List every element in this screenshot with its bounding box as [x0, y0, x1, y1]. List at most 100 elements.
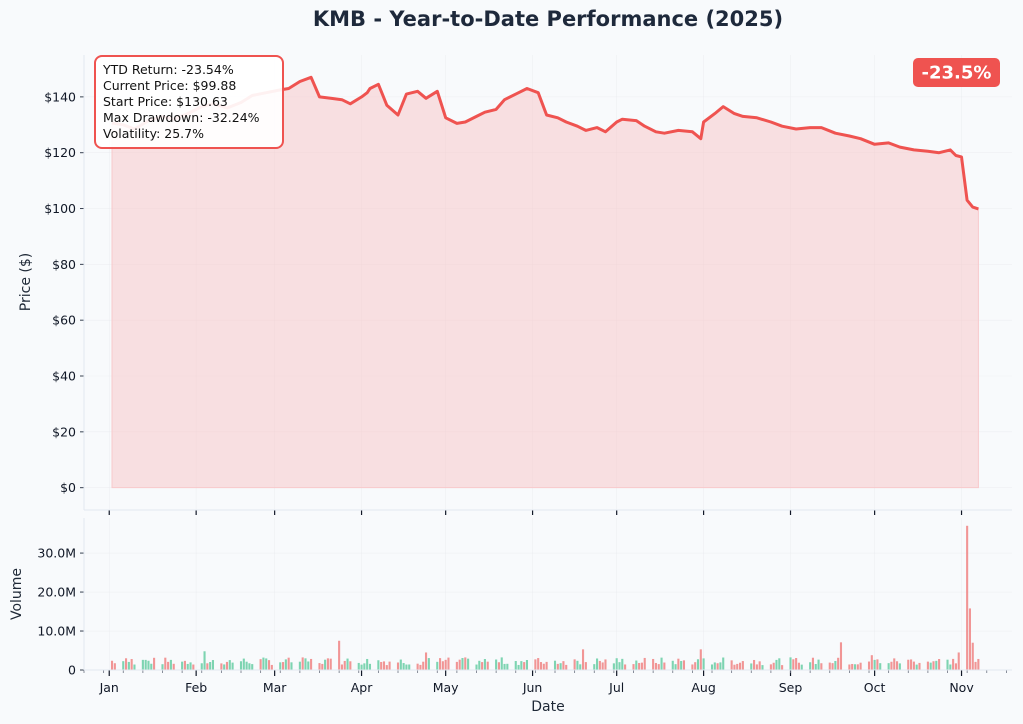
volume-y-tick-label: 10.0M — [37, 624, 76, 639]
volume-bar — [424, 652, 428, 670]
volume-bar — [422, 661, 425, 670]
volume-bar — [677, 658, 680, 670]
volume-bar — [775, 659, 778, 670]
volume-bar — [870, 655, 873, 670]
volume-bar — [338, 640, 341, 670]
volume-bar — [654, 662, 657, 670]
volume-y-tick-label: 30.0M — [37, 546, 76, 561]
volume-bar — [584, 662, 587, 670]
volume-bar — [147, 660, 150, 670]
volume-bar — [192, 664, 195, 670]
volume-bar — [893, 658, 896, 670]
volume-bar — [680, 661, 683, 670]
volume-x-tick-label: Oct — [864, 680, 886, 695]
volume-bar — [733, 664, 736, 670]
volume-bar — [310, 658, 313, 670]
volume-bar — [304, 658, 307, 670]
volume-x-axis-label: Date — [531, 699, 564, 715]
volume-bar — [640, 662, 643, 670]
volume-bar — [405, 664, 408, 670]
volume-bar — [228, 660, 231, 670]
volume-bar — [396, 662, 400, 670]
volume-bar — [559, 663, 562, 670]
volume-bar — [458, 659, 461, 670]
volume-bar — [318, 663, 321, 670]
volume-bar — [632, 664, 635, 670]
volume-bar — [436, 661, 439, 670]
volume-bar — [778, 658, 781, 670]
volume-x-tick-label: Jan — [99, 680, 119, 695]
volume-bar — [898, 663, 901, 670]
volume-bar — [483, 659, 486, 670]
volume-bar — [150, 663, 153, 670]
volume-x-tick-label: Mar — [263, 680, 287, 695]
price-y-tick-label: $120 — [44, 145, 76, 160]
volume-bar — [890, 661, 893, 670]
volume-bar — [144, 659, 147, 670]
volume-bar — [781, 665, 784, 670]
volume-bar — [851, 663, 854, 670]
volume-x-tick-label: May — [433, 680, 459, 695]
volume-bar — [517, 664, 520, 670]
stat-ytd-return: YTD Return: -23.54% — [102, 62, 234, 77]
volume-bar — [287, 657, 290, 670]
volume-bar — [203, 651, 206, 670]
volume-bar — [682, 660, 686, 670]
volume-bar — [439, 658, 442, 670]
volume-bar — [220, 663, 223, 670]
volume-bar — [593, 664, 596, 670]
volume-bar — [270, 664, 273, 670]
volume-bar — [867, 661, 871, 670]
volume-bar — [797, 662, 800, 670]
volume-bar — [556, 663, 559, 670]
volume-bar — [601, 662, 604, 670]
stat-volatility: Volatility: 25.7% — [103, 126, 204, 141]
volume-bar — [343, 660, 346, 670]
volume-bar — [789, 657, 792, 670]
volume-x-ticks: Jan Feb Mar Apr May Jun Jul Aug Sep Oct Nov — [83, 670, 1007, 695]
volume-bar — [828, 662, 831, 670]
volume-bar — [497, 662, 500, 670]
volume-bar — [800, 664, 803, 670]
price-y-tick-label: $140 — [44, 89, 76, 104]
volume-bar — [817, 659, 820, 670]
volume-bar — [265, 658, 268, 670]
volume-y-tick-label: 20.0M — [37, 585, 76, 600]
volume-bar — [834, 660, 837, 670]
volume-bar — [282, 662, 285, 670]
volume-bar — [382, 661, 386, 670]
stats-box-frame — [94, 55, 284, 149]
volume-bar — [248, 663, 251, 670]
volume-bar — [455, 661, 458, 670]
volume-x-tick-label: Apr — [351, 680, 373, 695]
volume-bar — [520, 661, 523, 670]
volume-bar — [172, 663, 175, 670]
volume-bar — [663, 662, 666, 670]
volume-bar — [167, 661, 170, 670]
volume-bar — [839, 642, 843, 670]
volume-bar — [467, 658, 470, 670]
volume-bar — [125, 658, 128, 670]
volume-bar — [481, 662, 484, 670]
volume-bar — [910, 659, 913, 670]
volume-bar — [596, 658, 599, 670]
price-y-ticks: $0 $20 $40 $60 $80 $100 $120 $140 — [44, 89, 84, 495]
volume-bar — [814, 664, 817, 670]
volume-bar — [696, 659, 700, 670]
volume-bar — [298, 661, 301, 670]
volume-bar — [349, 661, 352, 670]
price-y-tick-label: $20 — [52, 424, 76, 439]
volume-bar — [408, 664, 411, 670]
volume-bar — [363, 663, 366, 670]
volume-bar — [926, 661, 929, 670]
volume-bar — [856, 664, 859, 670]
volume-bar — [741, 661, 744, 670]
price-y-tick-label: $40 — [52, 369, 76, 384]
volume-bar — [753, 659, 756, 670]
volume-bar — [638, 662, 641, 670]
volume-bar — [912, 661, 915, 670]
volume-bar — [935, 660, 938, 670]
volume-bar — [716, 663, 719, 670]
volume-bar — [251, 664, 254, 670]
volume-bar — [702, 658, 705, 670]
